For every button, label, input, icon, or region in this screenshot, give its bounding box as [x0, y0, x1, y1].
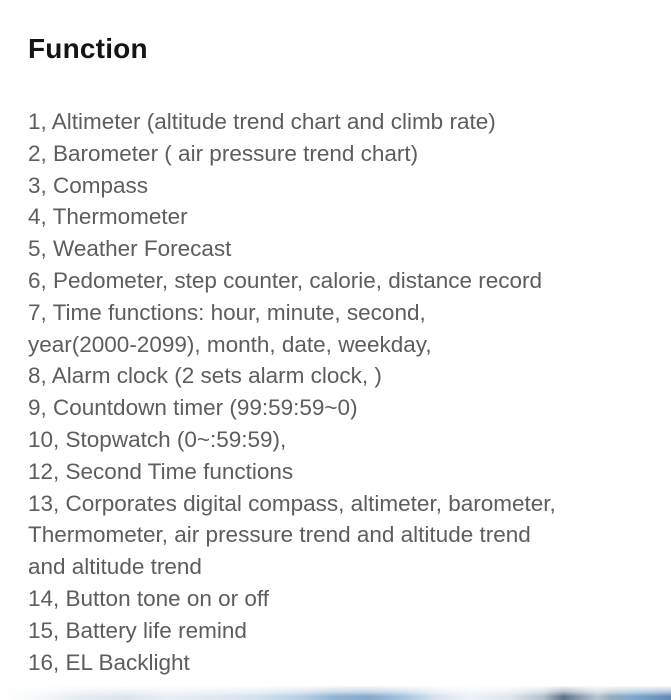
list-item: 16, EL Backlight [28, 647, 661, 679]
list-item: 4, Thermometer [28, 201, 661, 233]
list-item-line: 5, Weather Forecast [28, 236, 232, 262]
list-item-line: Thermometer, air pressure trend and alti… [28, 522, 531, 548]
list-item-line: 14, Button tone on or off [28, 585, 270, 611]
list-item: 13, Corporates digital compass, altimete… [28, 488, 661, 583]
section-title: Function [28, 33, 148, 64]
list-item-line: 3, Compass [28, 172, 149, 198]
list-item-line: 10, Stopwatch (0~:59:59), [28, 426, 287, 452]
list-item-line: 2, Barometer ( air pressure trend chart) [28, 140, 419, 166]
list-item-line: 4, Thermometer [28, 204, 188, 230]
list-item: 1, Altimeter (altitude trend chart and c… [28, 106, 661, 138]
list-item: 3, Compass [28, 170, 661, 202]
list-item-line: year(2000-2099), month, date, weekday, [28, 331, 432, 357]
list-item: 5, Weather Forecast [28, 233, 661, 265]
list-item-line: 6, Pedometer, step counter, calorie, dis… [28, 267, 543, 293]
list-item: 7, Time functions: hour, minute, second,… [28, 297, 661, 361]
list-item-line: 8, Alarm clock (2 sets alarm clock, ) [28, 363, 382, 389]
list-item: 15, Battery life remind [28, 615, 661, 647]
list-item: 2, Barometer ( air pressure trend chart) [28, 138, 661, 170]
function-list: 1, Altimeter (altitude trend chart and c… [28, 106, 661, 678]
next-photo-top-edge [0, 686, 671, 700]
list-item-line: 15, Battery life remind [28, 617, 247, 643]
list-item: 9, Countdown timer (99:59:59~0) [28, 392, 661, 424]
list-item-line: 12, Second Time functions [28, 458, 294, 484]
list-item: 10, Stopwatch (0~:59:59), [28, 424, 661, 456]
list-item-line: 7, Time functions: hour, minute, second, [28, 299, 426, 325]
list-item: 6, Pedometer, step counter, calorie, dis… [28, 265, 661, 297]
list-item-line: 1, Altimeter (altitude trend chart and c… [28, 109, 496, 134]
list-item-line: 16, EL Backlight [28, 649, 190, 675]
list-item-line: 9, Countdown timer (99:59:59~0) [28, 395, 358, 421]
list-item-line: 13, Corporates digital compass, altimete… [28, 490, 556, 516]
list-item-line: and altitude trend [28, 554, 202, 580]
list-item: 14, Button tone on or off [28, 583, 661, 615]
list-item: 12, Second Time functions [28, 456, 661, 488]
list-item: 8, Alarm clock (2 sets alarm clock, ) [28, 360, 661, 392]
